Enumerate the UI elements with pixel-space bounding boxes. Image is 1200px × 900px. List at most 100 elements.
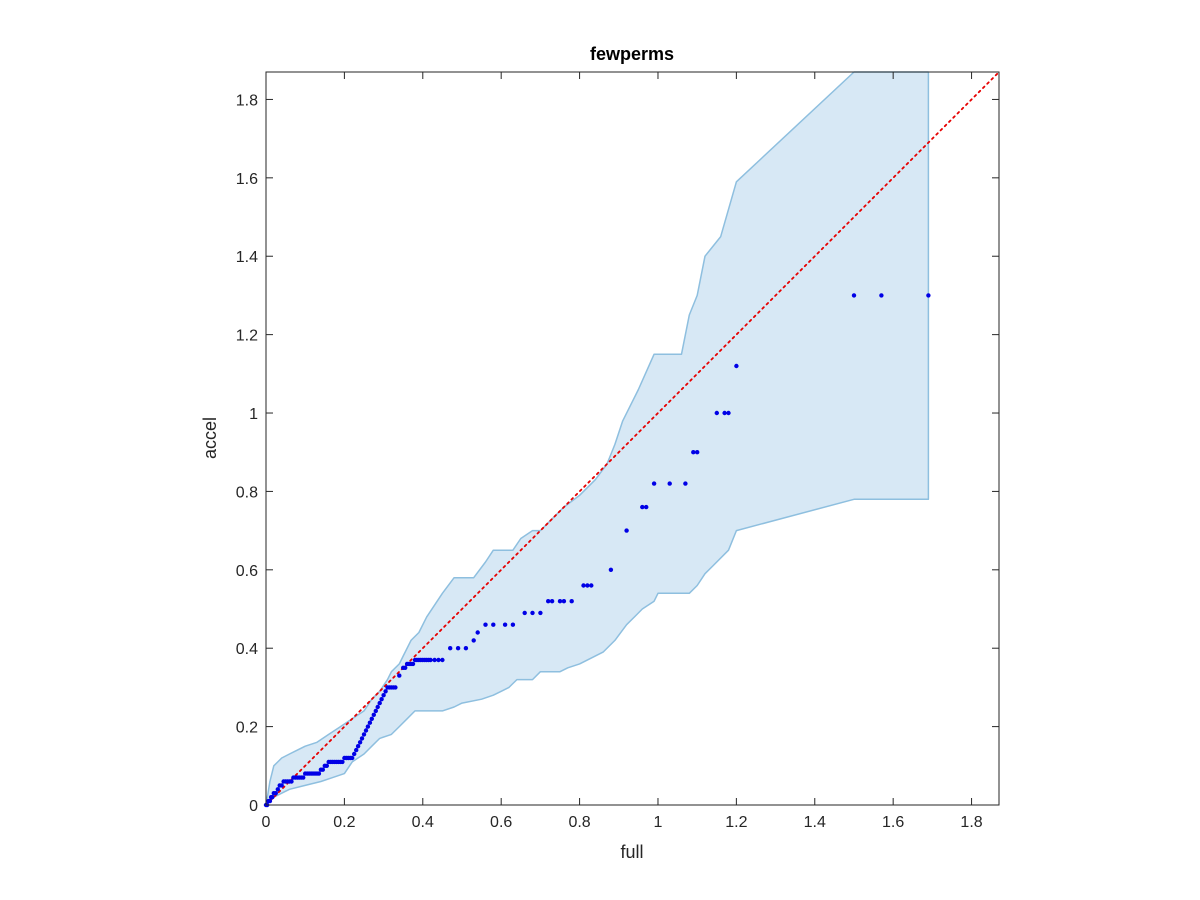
data-point xyxy=(851,293,857,298)
data-point xyxy=(455,646,461,651)
y-tick-label: 1.6 xyxy=(236,171,258,188)
x-ticks: 0 0.2 0.4 0.6 0.8 1 1.2 1.4 1.6 1.8 xyxy=(262,72,983,831)
data-point xyxy=(316,771,322,776)
data-point xyxy=(355,744,361,749)
data-point xyxy=(403,665,408,670)
data-point xyxy=(350,755,355,761)
data-point xyxy=(691,450,696,455)
y-tick-label: 0.6 xyxy=(236,563,258,580)
y-tick-label: 1.2 xyxy=(236,328,258,345)
x-axis-label: full xyxy=(620,842,643,862)
x-tick-label: 1.6 xyxy=(882,814,904,831)
reference-line xyxy=(265,71,1000,806)
x-tick-label: 1.2 xyxy=(725,814,747,831)
chart-title: fewperms xyxy=(590,44,674,64)
data-point xyxy=(320,767,325,772)
y-tick-label: 0.8 xyxy=(236,484,258,501)
data-point xyxy=(357,740,363,745)
data-point xyxy=(381,693,386,698)
x-tick-label: 0.6 xyxy=(490,814,512,831)
data-point xyxy=(522,610,527,616)
data-point xyxy=(279,783,284,788)
data-point xyxy=(324,763,329,768)
data-point xyxy=(371,712,376,717)
x-tick-label: 0.4 xyxy=(412,814,434,831)
data-point xyxy=(369,716,374,721)
data-point xyxy=(354,747,359,753)
data-point xyxy=(667,481,672,486)
data-point xyxy=(475,630,480,635)
x-tick-label: 1 xyxy=(654,814,663,831)
y-axis-label: accel xyxy=(200,417,220,459)
data-point xyxy=(436,657,441,663)
data-point xyxy=(608,567,614,572)
data-point xyxy=(352,751,357,757)
x-tick-label: 1.4 xyxy=(804,814,826,831)
x-tick-label: 0.2 xyxy=(333,814,355,831)
data-point xyxy=(722,410,727,416)
x-tick-label: 1.8 xyxy=(960,814,982,831)
data-point xyxy=(363,728,369,733)
x-tick-label: 0 xyxy=(262,814,271,831)
data-point xyxy=(726,410,731,416)
band-area xyxy=(265,71,930,806)
data-point xyxy=(491,622,496,627)
data-point xyxy=(549,599,555,604)
data-point xyxy=(734,363,739,369)
data-point xyxy=(377,700,382,706)
data-point xyxy=(379,697,384,702)
y-tick-label: 1.8 xyxy=(236,92,258,109)
data-point xyxy=(463,646,469,651)
data-point xyxy=(428,657,433,663)
data-point xyxy=(879,293,884,298)
data-point xyxy=(393,685,398,690)
data-point xyxy=(502,622,508,627)
data-point xyxy=(644,504,649,510)
data-point xyxy=(538,610,543,616)
data-point xyxy=(483,622,488,627)
data-point xyxy=(683,481,688,486)
data-point xyxy=(383,689,388,694)
scatter-points xyxy=(263,293,931,808)
data-point xyxy=(340,759,345,765)
data-point xyxy=(569,599,574,604)
data-point xyxy=(714,410,719,416)
identity-line xyxy=(265,71,1000,806)
data-point xyxy=(557,599,563,604)
data-point xyxy=(367,720,373,725)
data-point xyxy=(373,708,378,714)
data-point xyxy=(585,583,590,588)
data-point xyxy=(561,599,567,604)
y-tick-label: 0.2 xyxy=(236,720,258,737)
data-point xyxy=(589,583,594,588)
data-point xyxy=(375,704,380,710)
confidence-band xyxy=(265,71,930,806)
x-tick-label: 0.8 xyxy=(568,814,590,831)
data-point xyxy=(640,504,645,510)
data-point xyxy=(448,646,453,651)
data-point xyxy=(410,661,416,667)
data-point xyxy=(273,791,278,796)
data-point xyxy=(359,736,365,741)
data-point xyxy=(440,657,445,663)
y-tick-label: 1.4 xyxy=(236,249,258,266)
data-point xyxy=(267,798,273,804)
data-point xyxy=(471,638,476,643)
data-point xyxy=(510,622,516,627)
data-point xyxy=(546,599,551,604)
data-point xyxy=(432,657,437,663)
data-point xyxy=(624,528,629,533)
y-tick-label: 0.4 xyxy=(236,641,258,658)
y-tick-label: 0 xyxy=(249,798,258,815)
data-point xyxy=(651,481,657,486)
data-point xyxy=(365,724,371,729)
data-point xyxy=(289,779,294,784)
data-point xyxy=(361,732,367,737)
data-point xyxy=(695,450,700,455)
y-ticks: 0 0.2 0.4 0.6 0.8 1 1.2 1.4 1.6 1.8 xyxy=(236,92,999,815)
data-point xyxy=(926,293,931,298)
data-point xyxy=(301,775,306,780)
y-tick-label: 1 xyxy=(249,406,258,423)
data-point xyxy=(581,583,586,588)
